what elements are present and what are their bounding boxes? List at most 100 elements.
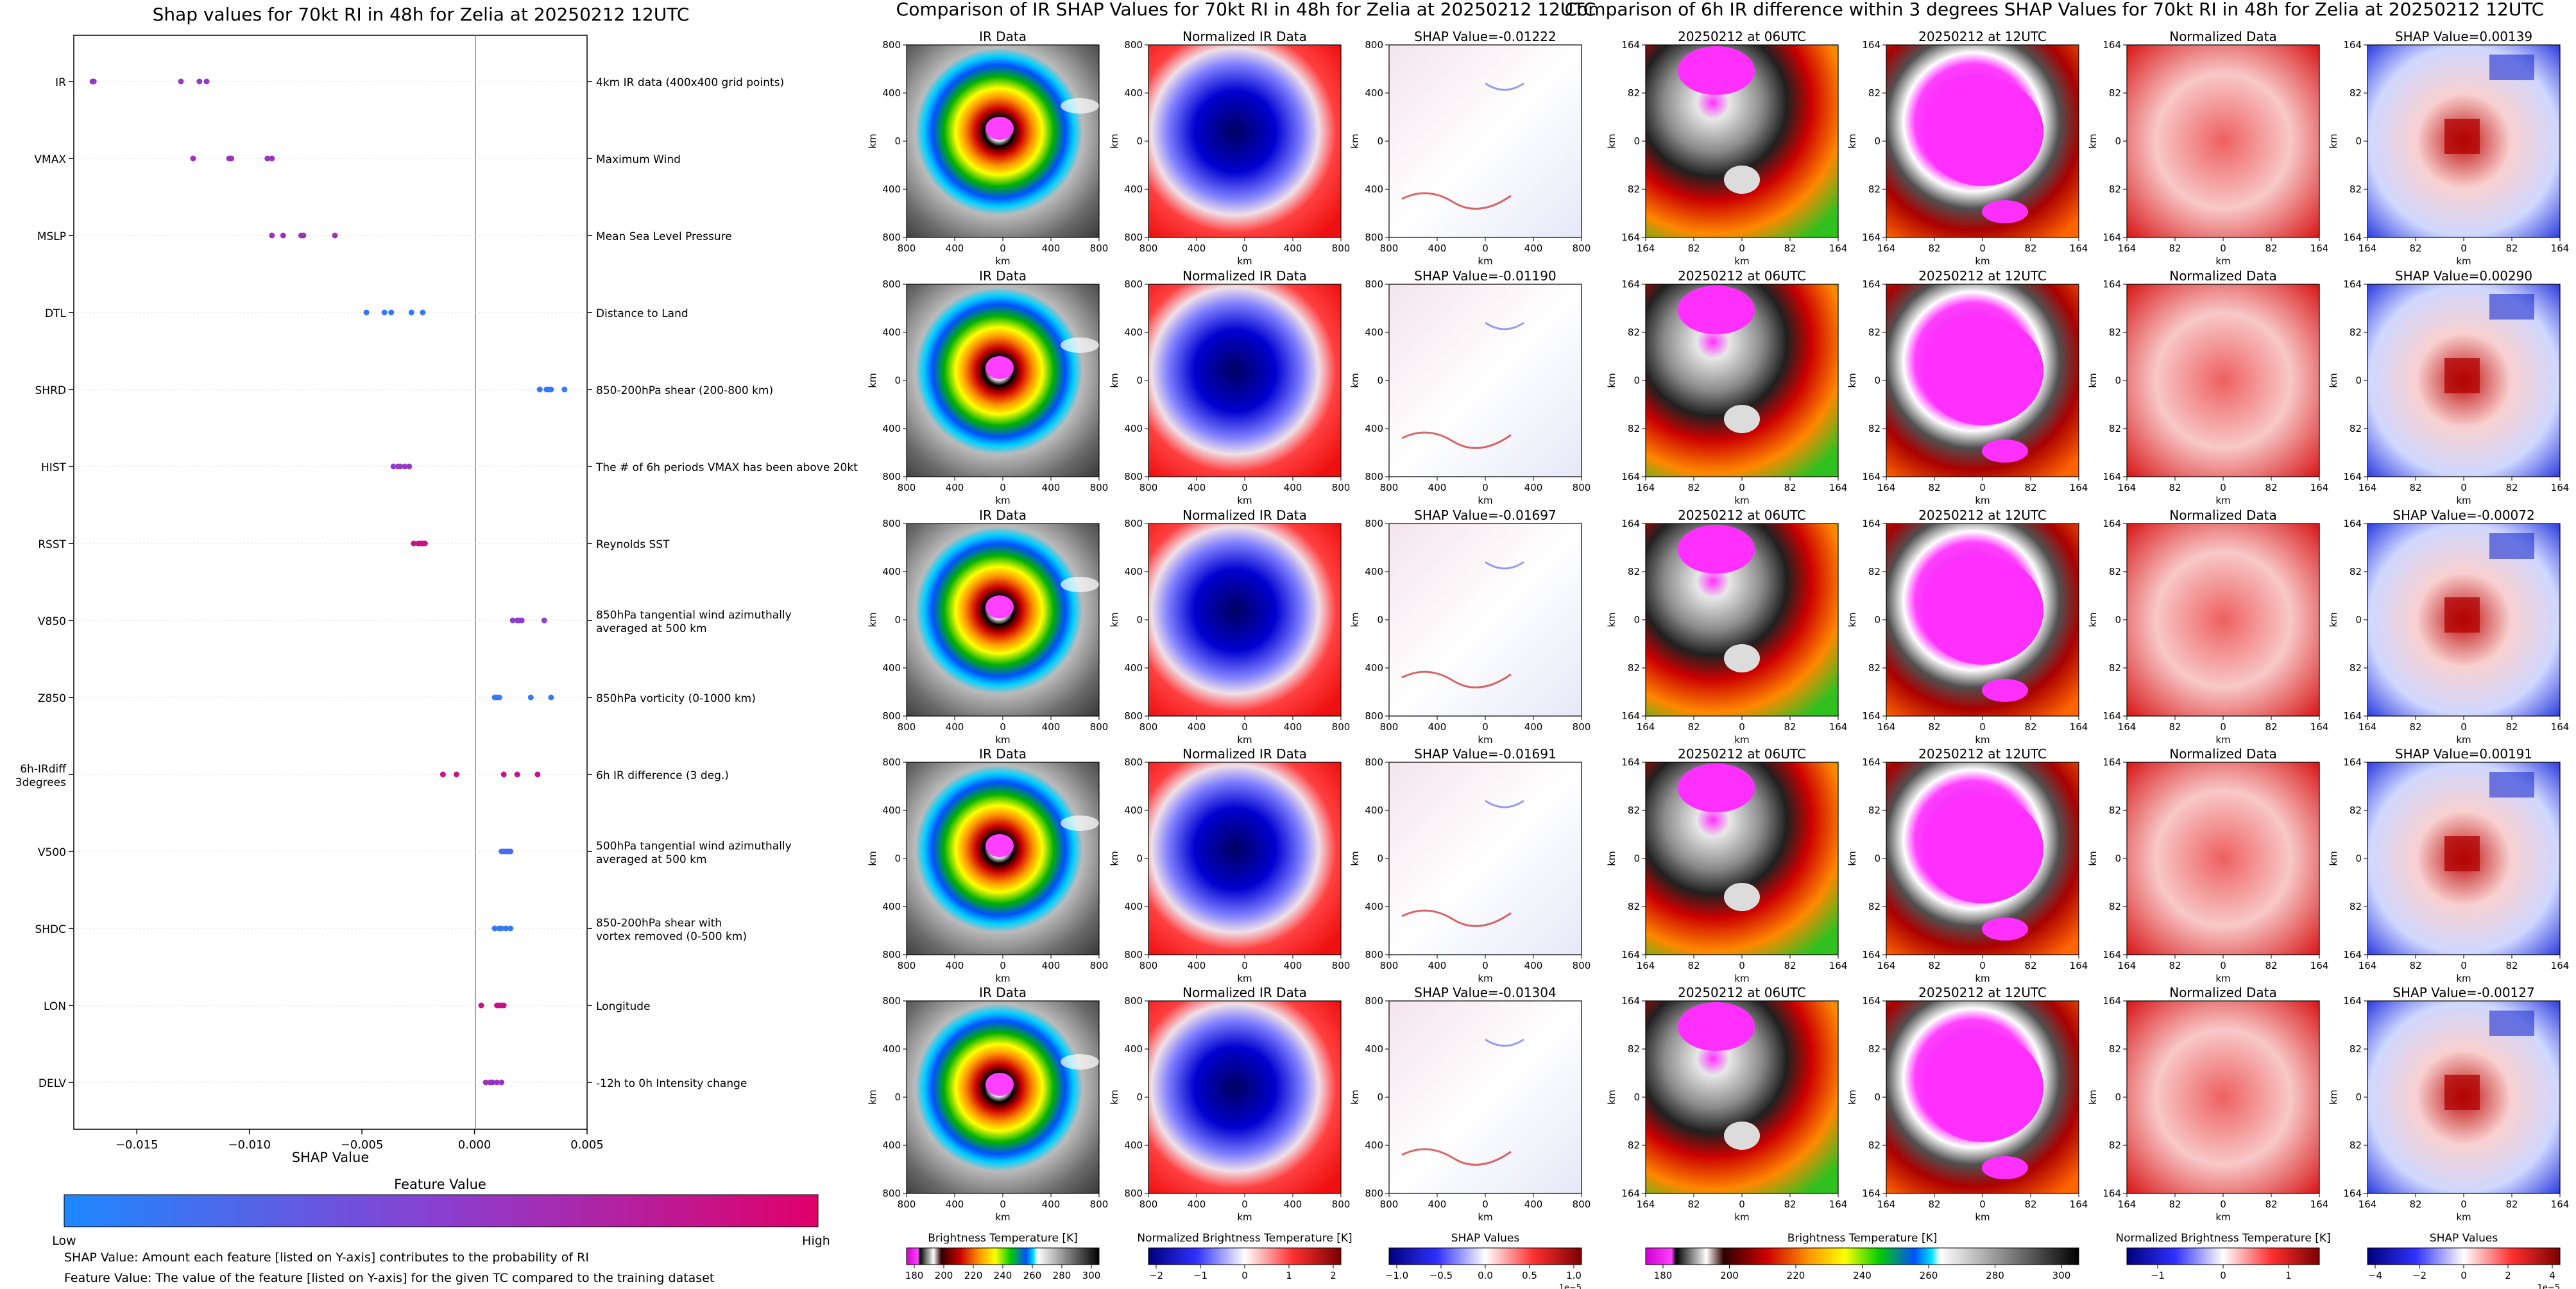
x-tick-label: 400: [1428, 960, 1447, 971]
x-axis-label: km: [995, 255, 1010, 267]
shap-point: [280, 232, 286, 239]
colorbar-tick-label: 1: [1286, 1270, 1292, 1281]
x-tick-label: 82: [2409, 243, 2421, 254]
y-tick-label: 0: [2355, 1091, 2362, 1103]
x-tick-label: 800: [1380, 1199, 1399, 1210]
y-tick-label: 800: [882, 278, 901, 290]
feature-label: IR: [55, 76, 66, 89]
x-tick-label: 800: [1090, 1199, 1109, 1210]
y-tick-label: 82: [2350, 901, 2362, 912]
y-tick-label: 82: [1628, 566, 1640, 577]
panel-title: Normalized IR Data: [1182, 29, 1307, 44]
colorbar-tick-label: 200: [935, 1270, 953, 1281]
y-tick-label: 82: [1628, 184, 1640, 195]
y-axis-label: km: [2087, 1089, 2099, 1104]
shap-point: [269, 232, 275, 239]
y-tick-label: 0: [1136, 853, 1143, 864]
x-tick-label: 82: [2024, 243, 2036, 254]
y-tick-label: 400: [1365, 184, 1383, 195]
shap-point: [478, 1002, 484, 1009]
x-axis-label: km: [1975, 495, 1990, 506]
y-tick-label: 800: [1124, 995, 1143, 1007]
feature-label: LON: [44, 1000, 66, 1013]
y-axis-label: km: [1109, 373, 1120, 388]
y-axis-label: km: [867, 1089, 878, 1104]
colorbar-tick-label: −2: [2412, 1270, 2427, 1281]
y-axis-label: km: [2328, 612, 2339, 627]
y-tick-label: 400: [1365, 423, 1383, 434]
x-axis-label: km: [995, 495, 1010, 506]
y-axis-label: km: [1606, 1089, 1617, 1104]
colorbar-tick-label: 280: [1986, 1270, 2004, 1281]
colorbar-label: SHAP Values: [1451, 1232, 1520, 1245]
y-tick-label: 82: [2350, 184, 2362, 195]
panel-title: IR Data: [979, 985, 1027, 1000]
panel-shap-row5: SHAP Value=-0.01304800800400400004004008…: [1349, 985, 1591, 1223]
y-tick-label: 400: [882, 901, 901, 912]
colorbar-label: Brightness Temperature [K]: [928, 1232, 1077, 1245]
colorbar-tick-label: 1: [2285, 1270, 2292, 1281]
y-axis-label: km: [2087, 612, 2099, 627]
x-axis-label: km: [1975, 1211, 1990, 1223]
cloud-band: [1061, 1054, 1099, 1070]
panel-ds-row1: SHAP Value=0.001391641648282008282164164…: [2328, 29, 2569, 267]
shap-point: [527, 694, 534, 701]
eye-feature: [985, 595, 1014, 619]
feature-description: 6h IR difference (3 deg.): [596, 769, 729, 782]
x-tick-label: 0: [1739, 1199, 1745, 1210]
y-axis-label: km: [1847, 851, 1858, 866]
x-tick-label: 0: [1241, 960, 1248, 971]
x-axis-label: km: [1734, 495, 1749, 506]
panel-title: SHAP Value=0.00191: [2395, 746, 2532, 762]
x-tick-label: 0: [2220, 243, 2226, 254]
feature-description: Longitude: [596, 1000, 651, 1013]
panel-image: [1388, 762, 1582, 955]
colorbar-nbt2: Normalized Brightness Temperature [K] −1 0…: [2115, 1232, 2330, 1281]
y-tick-label: 0: [1136, 375, 1143, 386]
shap-point: [548, 694, 554, 701]
panel-ds-row5: SHAP Value=-0.00127164164828200828216416…: [2328, 985, 2569, 1223]
x-tick-label: 82: [2409, 482, 2421, 493]
x-tick-label: 0: [2461, 482, 2467, 493]
y-tick-label: 800: [882, 949, 901, 960]
y-tick-label: 400: [1124, 901, 1143, 912]
cloud-patch: [1724, 166, 1760, 194]
y-tick-label: 0: [894, 1091, 901, 1103]
x-axis-label: km: [1237, 495, 1252, 506]
y-axis-label: km: [1349, 1089, 1361, 1104]
y-tick-label: 800: [882, 710, 901, 722]
x-tick-label: 82: [2409, 721, 2421, 733]
colorbar-tick-label: 220: [964, 1270, 983, 1281]
y-tick-label: 800: [882, 39, 901, 51]
x-axis-label: km: [2456, 1211, 2471, 1223]
y-tick-label: 0: [1633, 614, 1640, 626]
y-axis-label: km: [1349, 373, 1361, 388]
x-axis-label: km: [1734, 734, 1749, 746]
x-tick-label: 800: [1139, 482, 1158, 493]
y-tick-label: 0: [894, 135, 901, 147]
x-tick-label: 164: [1877, 1199, 1896, 1210]
x-tick-label: 0: [1979, 721, 1986, 733]
y-tick-label: 0: [2115, 853, 2121, 864]
x-tick-label: 82: [2505, 721, 2518, 733]
shap-summary-plot: IR 4km IR data (400x400 grid points) VMAX M…: [15, 35, 858, 1165]
y-tick-label: 164: [1862, 949, 1881, 960]
cold-cloud-top: [1678, 286, 1755, 334]
panel-d12-row1: 20250212 at 12UTC1641648282008282164164k…: [1847, 29, 2088, 267]
colorbar-tick-label: 200: [1720, 1270, 1739, 1281]
y-tick-label: 0: [1633, 135, 1640, 147]
shap-point: [500, 771, 507, 778]
y-tick-label: 82: [2350, 423, 2362, 434]
y-tick-label: 400: [1365, 327, 1383, 338]
shap-point: [509, 617, 516, 624]
y-tick-label: 400: [882, 1140, 901, 1151]
x-tick-label: 164: [2310, 243, 2329, 254]
x-tick-label: 82: [2265, 243, 2277, 254]
panel-image: [1148, 44, 1342, 238]
y-axis-label: km: [1109, 1089, 1120, 1104]
x-tick-label: 0: [1739, 721, 1745, 733]
y-tick-label: 800: [882, 518, 901, 529]
x-tick-label: −0.010: [228, 1138, 271, 1152]
colorbar-bt: Brightness Temperature [K] 180 200 220 240 26…: [905, 1232, 1101, 1281]
